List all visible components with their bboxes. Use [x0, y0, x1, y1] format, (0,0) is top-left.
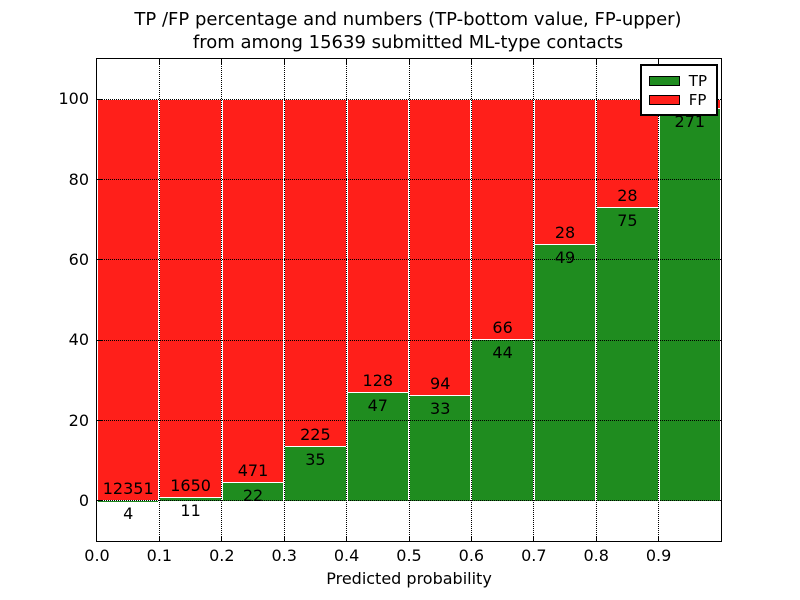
- x-tick-mark-bottom: [283, 536, 285, 541]
- fp-legend-swatch: [648, 94, 680, 105]
- vertical-gridline: [346, 59, 348, 541]
- fp-bar-segment: [284, 99, 347, 447]
- fp-count-label: 28: [617, 186, 638, 206]
- tp-count-label: 44: [492, 343, 513, 363]
- x-tick-mark-top: [533, 59, 535, 64]
- tp-count-label: 33: [430, 399, 451, 419]
- fp-count-label: 94: [430, 374, 451, 394]
- x-tick-mark-bottom: [533, 536, 535, 541]
- fp-bar-segment: [533, 99, 597, 246]
- x-tick-mark-top: [221, 59, 223, 64]
- x-tick-mark-top: [408, 59, 410, 64]
- fp-bar-segment: [346, 99, 409, 393]
- x-tick-mark-top: [346, 59, 348, 64]
- tp-count-label: 4: [123, 503, 134, 523]
- y-tick-mark-left: [97, 420, 102, 421]
- y-tick-mark-left: [97, 259, 102, 261]
- y-tick-mark-left: [97, 98, 102, 100]
- x-tick-label: 0.0: [84, 546, 110, 565]
- x-tick-label: 0.6: [458, 546, 485, 565]
- vertical-gridline: [408, 59, 410, 541]
- tp-bar-segment: [658, 109, 721, 501]
- fp-bar-segment: [596, 99, 659, 209]
- fp-legend-label: FP: [688, 90, 707, 109]
- fp-count-label: 12351: [102, 478, 154, 498]
- fp-bar-segment: [471, 99, 534, 341]
- y-tick-label: 60: [68, 249, 89, 269]
- x-tick-label: 0.8: [583, 546, 609, 565]
- vertical-gridline: [595, 59, 597, 541]
- tp-count-label: 271: [674, 112, 706, 132]
- legend-row-tp: TP: [648, 71, 707, 90]
- tp-count-label: 49: [554, 248, 576, 268]
- chart-title-line2: from among 15639 submitted ML-type conta…: [192, 32, 624, 53]
- x-tick-mark-top: [470, 59, 472, 64]
- y-tick-label: 20: [68, 410, 89, 430]
- y-tick-mark-left: [97, 339, 102, 341]
- y-tick-mark-left: [97, 179, 102, 180]
- x-tick-mark-bottom: [221, 536, 223, 541]
- tp-count-label: 75: [617, 211, 638, 231]
- x-tick-mark-bottom: [158, 536, 160, 541]
- x-tick-mark-bottom: [595, 536, 597, 541]
- x-tick-mark-top: [595, 59, 597, 64]
- fp-count-label: 66: [492, 318, 513, 338]
- tp-count-label: 22: [242, 485, 264, 505]
- legend-row-fp: FP: [648, 90, 707, 109]
- y-tick-label: 100: [58, 89, 89, 109]
- tp-bar-segment: [159, 498, 222, 501]
- x-tick-mark-top: [158, 59, 160, 64]
- vertical-gridline: [470, 59, 472, 541]
- x-tick-mark-bottom: [346, 536, 348, 541]
- tp-bar-segment: [221, 482, 285, 501]
- x-tick-label: 0.2: [209, 546, 235, 565]
- x-tick-label: 0.5: [396, 546, 422, 565]
- x-tick-label: 0.9: [645, 546, 672, 565]
- vertical-gridline: [221, 59, 223, 541]
- tp-count-label: 11: [180, 501, 201, 521]
- x-tick-label: 0.7: [521, 546, 547, 565]
- x-axis-label: Predicted probability: [326, 569, 492, 588]
- plot-area: 12351 4 1650 11 471 22 225 35 128 47 94 33 66 44 28 49 2…: [58, 58, 722, 588]
- tp-count-label: 47: [367, 395, 388, 415]
- tp-bar-segment: [596, 208, 659, 501]
- x-tick-label: 0.3: [271, 546, 297, 565]
- fp-count-label: 28: [554, 223, 576, 243]
- tp-bar-segment: [284, 446, 347, 501]
- y-tick-label: 80: [68, 169, 89, 189]
- x-tick-mark-bottom: [658, 536, 660, 541]
- fp-bar-segment: [97, 99, 160, 501]
- fp-bar-segment: [221, 99, 285, 483]
- vertical-gridline: [533, 59, 535, 541]
- tp-bar-segment: [533, 245, 597, 501]
- chart-title-line1: TP /FP percentage and numbers (TP-bottom…: [134, 9, 682, 30]
- chart-title: TP /FP percentage and numbers (TP-bottom…: [96, 8, 720, 54]
- legend: TP FP: [639, 64, 718, 116]
- vertical-gridline: [158, 59, 160, 541]
- tp-legend-swatch: [648, 75, 680, 86]
- fp-count-label: 471: [237, 460, 269, 480]
- fp-bar-segment: [409, 99, 472, 397]
- y-tick-mark-left: [97, 500, 102, 502]
- x-tick-label: 0.4: [333, 546, 360, 565]
- vertical-gridline: [658, 59, 660, 541]
- fp-count-label: 1650: [170, 476, 211, 496]
- fp-count-label: 128: [362, 370, 394, 390]
- tp-legend-label: TP: [688, 71, 707, 90]
- y-tick-label: 40: [68, 330, 89, 350]
- x-tick-mark-top: [658, 59, 660, 64]
- x-tick-mark-bottom: [408, 536, 410, 541]
- vertical-gridline: [283, 59, 285, 541]
- tp-bar-segment: [409, 396, 472, 501]
- y-tick-label: 0: [78, 490, 89, 510]
- x-tick-label: 0.1: [146, 546, 173, 565]
- fp-bar-segment: [159, 99, 222, 499]
- x-tick-mark-top: [283, 59, 285, 64]
- tp-count-label: 35: [305, 449, 326, 469]
- fp-count-label: 225: [300, 424, 331, 444]
- tp-bar-segment: [346, 392, 409, 501]
- x-tick-mark-bottom: [470, 536, 472, 541]
